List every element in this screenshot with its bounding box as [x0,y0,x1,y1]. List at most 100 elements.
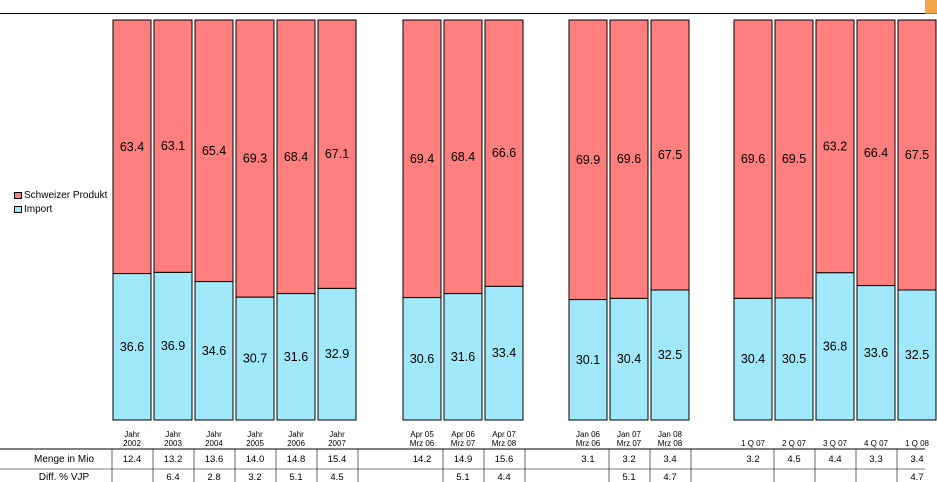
bar-schweizer [856,19,896,287]
table-cell-menge: 3.1 [581,454,594,465]
bar-schweizer [276,19,316,295]
category-label: 1 Q 08 [905,439,930,448]
bar-schweizer [568,19,608,301]
data-label-import: 31.6 [451,350,475,364]
category-label: 1 Q 07 [741,439,766,448]
legend-label-schweizer: Schweizer Produkt [24,189,108,201]
corner-logo [925,0,937,14]
category-label: Jan 06 [576,430,601,439]
table-cell-menge: 3.3 [869,454,882,465]
bar-schweizer [733,19,773,299]
category-label: Mrz 07 [617,439,642,448]
table-cell-diff: 6.4 [166,472,179,482]
bar-schweizer [112,19,152,275]
category-label: 2005 [246,439,264,448]
data-label-import: 32.9 [325,347,349,361]
bar-import [194,281,234,421]
data-label-import: 32.5 [658,348,682,362]
category-label: Jahr [124,430,140,439]
category-label: 3 Q 07 [823,439,848,448]
bar-import [650,289,690,421]
bar-import [484,285,524,421]
bar-import [317,287,357,421]
data-label-import: 31.6 [284,350,308,364]
legend: Schweizer Produkt Import [14,188,107,216]
bar-import [443,293,483,421]
table-cell-menge: 14.2 [413,454,432,465]
data-label-schweizer: 63.4 [120,140,144,154]
bar-import [235,296,275,421]
table-cell-menge: 14.0 [246,454,265,465]
category-label: 2006 [287,439,305,448]
data-label-import: 36.9 [161,339,185,353]
table-cell-diff: 5.1 [289,472,302,482]
category-label: Apr 05 [410,430,434,439]
legend-label-import: Import [24,203,53,215]
table-row-label-diff: Diff. % VJP [39,472,90,482]
data-label-import: 30.7 [243,352,267,366]
table-cell-menge: 14.8 [287,454,306,465]
bar-schweizer [484,19,524,287]
bar-import [733,297,773,421]
category-label: Jahr [329,430,345,439]
data-label-schweizer: 68.4 [284,150,308,164]
table-cell-menge: 15.4 [328,454,347,465]
category-label: Mrz 07 [451,439,476,448]
category-label: Jahr [288,430,304,439]
bar-import [153,271,193,421]
data-label-import: 36.6 [120,340,144,354]
bar-import [609,297,649,421]
data-label-import: 36.8 [823,339,847,353]
legend-swatch-schweizer [14,191,22,199]
table-cell-diff: 4.7 [663,472,676,482]
data-label-schweizer: 68.4 [451,150,475,164]
bar-schweizer [153,19,193,273]
table-cell-diff: 2.8 [207,472,220,482]
legend-item-import: Import [14,202,107,216]
category-label: Jahr [206,430,222,439]
bar-import [774,297,814,421]
category-label: 2004 [205,439,223,448]
data-label-import: 33.6 [864,346,888,360]
bar-schweizer [609,19,649,299]
category-label: Apr 07 [492,430,516,439]
bar-schweizer [443,19,483,295]
data-label-schweizer: 65.4 [202,144,226,158]
bar-schweizer [235,19,275,298]
category-label: 2002 [123,439,141,448]
table-cell-menge: 4.5 [787,454,800,465]
bar-schweizer [897,19,937,291]
data-label-import: 32.5 [905,348,929,362]
bar-import [815,272,855,421]
data-label-import: 34.6 [202,344,226,358]
bar-import [897,289,937,421]
table-cell-menge: 12.4 [123,454,142,465]
top-rule [0,13,925,14]
data-label-schweizer: 69.4 [410,152,434,166]
category-label: 2 Q 07 [782,439,807,448]
table-cell-diff: 3.2 [248,472,261,482]
category-label: 2003 [164,439,182,448]
category-label: 4 Q 07 [864,439,889,448]
category-label: Mrz 08 [492,439,517,448]
legend-item-schweizer: Schweizer Produkt [14,188,107,202]
category-label: 2007 [328,439,346,448]
data-label-import: 30.6 [410,352,434,366]
table-cell-diff: 4.5 [330,472,343,482]
data-label-schweizer: 67.5 [658,148,682,162]
category-label: Apr 06 [451,430,475,439]
table-cell-menge: 14.9 [454,454,473,465]
data-label-import: 30.5 [782,352,806,366]
data-label-schweizer: 63.2 [823,139,847,153]
bar-schweizer [815,19,855,274]
bar-schweizer [650,19,690,291]
legend-swatch-import [14,205,22,213]
data-label-schweizer: 69.9 [576,153,600,167]
table-row-label-menge: Menge in Mio [34,454,94,465]
category-label: Jahr [165,430,181,439]
table-cell-menge: 3.2 [622,454,635,465]
data-label-import: 30.4 [617,352,641,366]
bar-import [276,293,316,421]
bar-schweizer [402,19,442,299]
